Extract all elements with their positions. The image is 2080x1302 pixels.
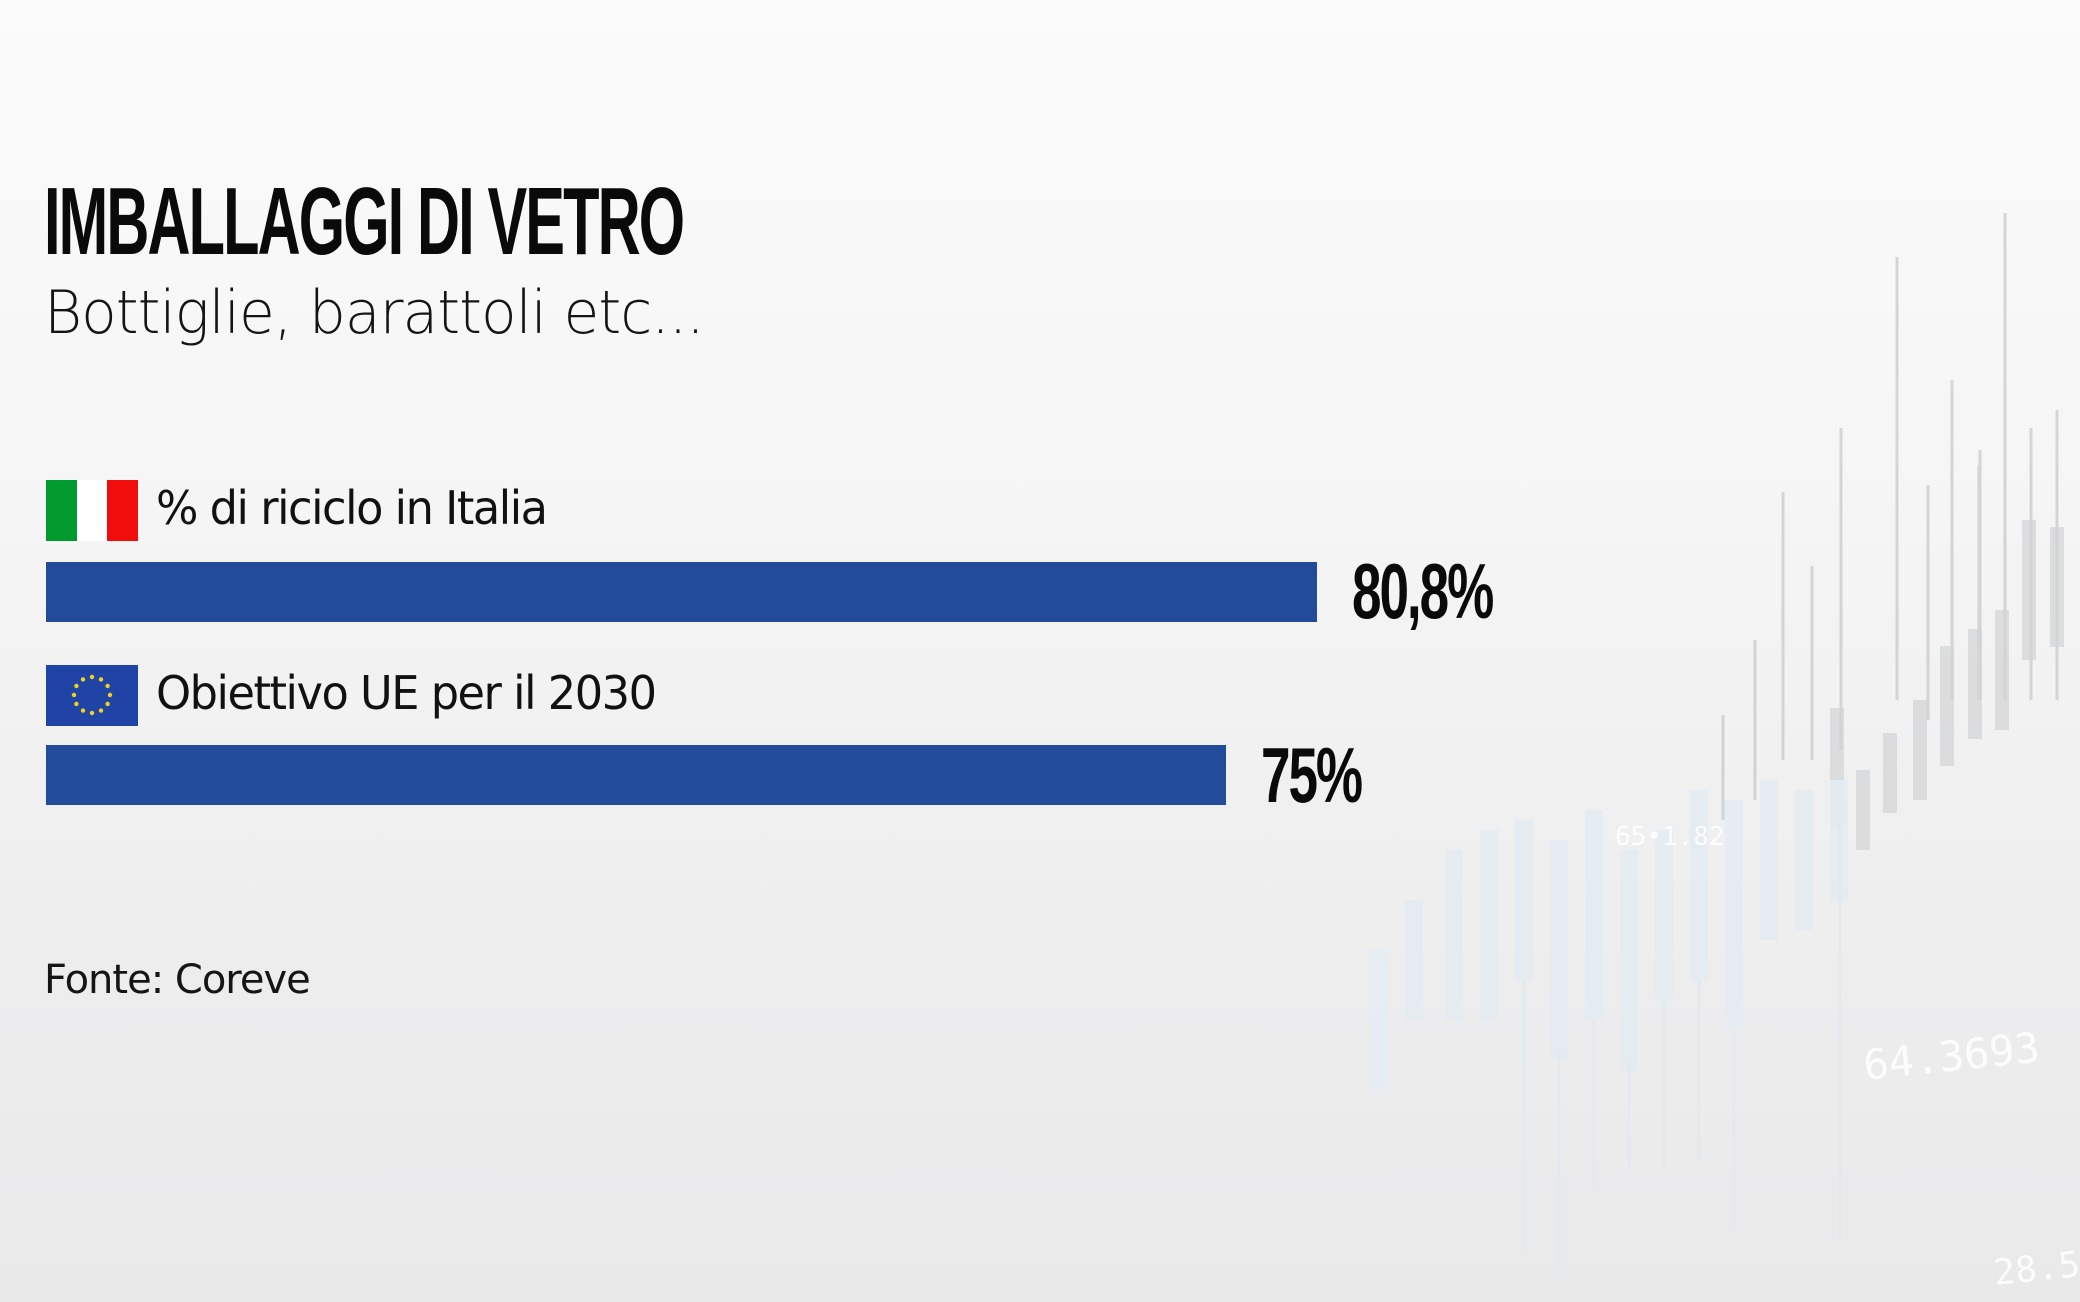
chart-subtitle: Bottiglie, barattoli etc... <box>44 278 705 348</box>
value-label-italy: 80,8% <box>1352 547 1494 635</box>
source-note: Fonte: Coreve <box>44 957 311 1003</box>
bar-label-italy: % di riciclo in Italia <box>156 481 548 535</box>
bar-eu <box>46 745 1226 805</box>
svg-text:65•1.82: 65•1.82 <box>1615 822 1725 852</box>
svg-text:64.3693: 64.3693 <box>1861 1023 2042 1090</box>
chart-title: IMBALLAGGI DI VETRO <box>44 168 685 275</box>
bar-label-eu: Obiettivo UE per il 2030 <box>156 666 657 720</box>
eu-flag-icon <box>46 665 138 726</box>
italy-flag-icon <box>46 480 139 541</box>
bar-italy <box>46 562 1317 622</box>
value-label-eu: 75% <box>1261 731 1363 819</box>
svg-text:28.5: 28.5 <box>1992 1244 2080 1294</box>
